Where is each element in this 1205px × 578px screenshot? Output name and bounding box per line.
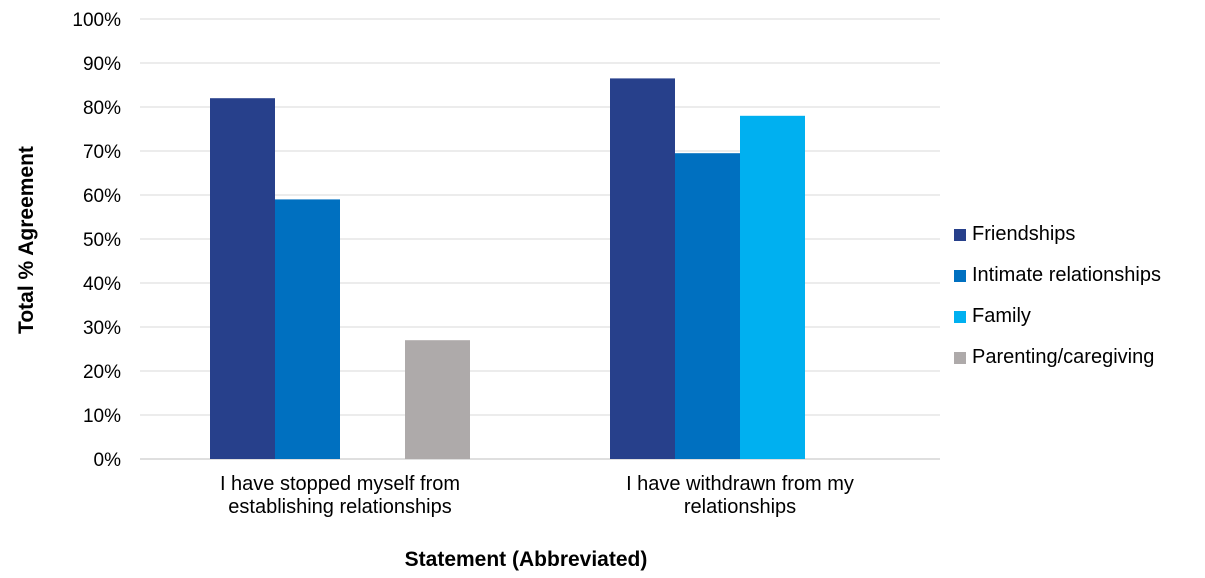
category-label: establishing relationships (228, 496, 451, 518)
legend: Friendships Intimate relationships Family P… (954, 214, 1204, 378)
legend-label: Intimate relationships (972, 264, 1161, 286)
y-tick-label: 50% (83, 230, 121, 251)
legend-swatch (954, 228, 966, 241)
category-label: I have withdrawn from my (626, 473, 854, 495)
legend-label: Family (972, 305, 1031, 327)
y-tick-labels: 0% 10% 20% 30% 40% 50% 60% 70% 80% 90% 100% (72, 10, 121, 471)
y-tick-label: 10% (83, 406, 121, 427)
bar (210, 98, 275, 459)
bar (405, 340, 470, 459)
category-label: relationships (684, 496, 796, 518)
y-tick-label: 80% (83, 98, 121, 119)
bar (740, 115, 805, 460)
bars (210, 78, 805, 460)
bar (610, 78, 675, 460)
bar (275, 199, 340, 459)
y-tick-label: 60% (83, 186, 121, 207)
x-axis-title: Statement (Abbreviated) (405, 548, 648, 571)
legend-label: Friendships (972, 223, 1076, 245)
y-tick-label: 40% (83, 274, 121, 295)
y-tick-label: 90% (83, 54, 121, 75)
legend-item: Family (954, 296, 1204, 337)
legend-label: Parenting/caregiving (972, 346, 1155, 368)
y-axis-title: Total % Agreement (15, 146, 38, 334)
legend-item: Friendships (954, 214, 1204, 255)
category-label: I have stopped myself from (220, 473, 460, 495)
y-tick-label: 30% (83, 318, 121, 339)
legend-item: Parenting/caregiving (954, 337, 1204, 378)
y-tick-label: 100% (72, 10, 121, 31)
legend-swatch (954, 351, 966, 364)
y-tick-label: 20% (83, 362, 121, 383)
y-tick-label: 70% (83, 142, 121, 163)
legend-swatch (954, 269, 966, 282)
legend-swatch (954, 310, 966, 323)
y-tick-label: 0% (94, 450, 122, 471)
legend-item: Intimate relationships (954, 255, 1204, 296)
bar (675, 153, 740, 459)
